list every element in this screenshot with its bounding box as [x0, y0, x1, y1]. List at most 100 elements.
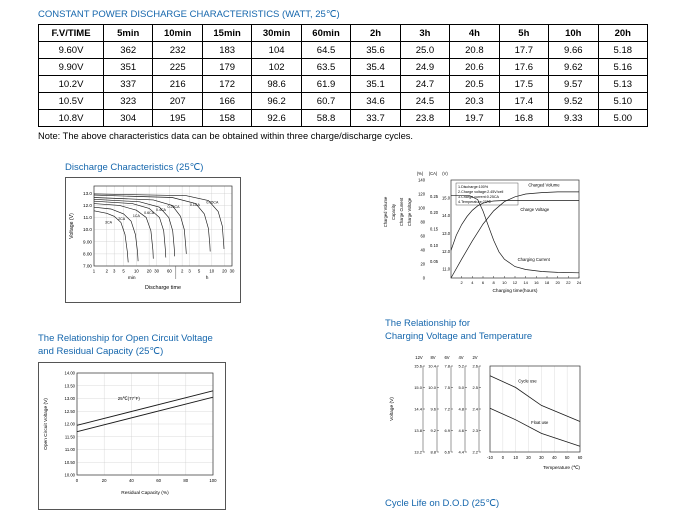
svg-text:8: 8 [493, 280, 496, 285]
table-header-cell: 20h [597, 24, 649, 42]
ocv-title-line2: and Residual Capacity (25℃) [38, 346, 164, 357]
charge-chart-svg: 2 4 6 8 10 12 14 16 18 20 22 24020406080100120140(%… [383, 171, 582, 294]
x-unit-min: min [128, 275, 136, 281]
svg-text:15.6: 15.6 [414, 364, 423, 369]
table-header-cell: F.V/TIME [38, 24, 104, 42]
table-row: 10.2V 337 216 172 98.6 61.9 35.1 24.7 20.5 17.5 9.… [38, 75, 649, 93]
table-cell: 35.6 [350, 41, 401, 59]
table-cell: 232 [152, 41, 203, 59]
svg-text:60: 60 [420, 234, 425, 239]
svg-text:30: 30 [539, 455, 544, 460]
svg-text:80: 80 [420, 220, 425, 225]
table-cell: 64.5 [300, 41, 352, 59]
scale-header: 2V [472, 355, 477, 360]
x-axis-title: Charging time(hours) [492, 288, 537, 294]
x-axis-title: Residual Capacity (%) [121, 490, 169, 496]
table-cell: 9.57 [548, 75, 599, 93]
table-cell: 63.5 [300, 58, 352, 76]
svg-text:140: 140 [418, 178, 426, 183]
legend-box [455, 182, 519, 206]
svg-text:2: 2 [181, 269, 184, 274]
svg-text:120: 120 [418, 192, 426, 197]
axis-title: Charge Voltage [407, 197, 412, 226]
table-header-cell: 10min [152, 24, 203, 42]
svg-text:10.4: 10.4 [428, 364, 437, 369]
axis-title: Charged Volume [383, 196, 388, 227]
table-header-cell: 10h [548, 24, 599, 42]
svg-text:12.00: 12.00 [65, 422, 76, 427]
axis-unit: (%) [417, 171, 424, 176]
table-cell: 179 [201, 58, 253, 76]
x-unit-h: h [206, 275, 209, 281]
svg-text:7.00: 7.00 [83, 264, 92, 269]
svg-text:40: 40 [552, 455, 557, 460]
svg-text:13.8: 13.8 [414, 428, 423, 433]
svg-text:4: 4 [471, 280, 474, 285]
table-cell: 16.8 [498, 109, 550, 127]
cycle-life-title: Cycle Life on D.O.D (25℃) [385, 498, 500, 509]
row-header-cell: 10.2V [38, 75, 104, 93]
svg-text:0: 0 [423, 276, 426, 281]
y-axis-title: Voltage (V) [69, 213, 75, 239]
svg-text:4.6: 4.6 [458, 428, 464, 433]
table-cell: 20.5 [449, 75, 500, 93]
svg-text:3: 3 [113, 269, 116, 274]
svg-text:16: 16 [534, 280, 539, 285]
discharge-characteristics-chart: 1 2 3 5 10 20 30 60 2 3 5 10 20 30 13.0 12.0 11.0 10.0 9.0… [65, 177, 241, 303]
table-cell: 24.7 [399, 75, 451, 93]
svg-text:0.10: 0.10 [430, 243, 439, 248]
curve-label: Charged Volume [528, 182, 560, 187]
svg-text:15.0: 15.0 [442, 195, 451, 200]
svg-text:100: 100 [418, 206, 426, 211]
svg-text:0: 0 [76, 478, 79, 483]
y-axis-title: Voltage (V) [389, 397, 395, 421]
table-cell: 17.6 [498, 58, 550, 76]
table-cell: 158 [201, 109, 253, 127]
svg-text:60: 60 [156, 478, 161, 483]
table-cell: 33.7 [350, 109, 401, 127]
svg-text:0.15: 0.15 [430, 227, 439, 232]
table-row: 9.60V 362 232 183 104 64.5 35.6 25.0 20.8 17.7 9.6… [38, 41, 649, 59]
table-cell: 225 [152, 58, 203, 76]
table-cell: 23.8 [399, 109, 451, 127]
table-row: 9.90V 351 225 179 102 63.5 35.4 24.9 20.6 17.6 9.6… [38, 58, 649, 76]
curve-label: Charge Voltage [520, 207, 550, 212]
svg-text:7.5: 7.5 [444, 385, 450, 390]
y-axis-title: Open Circuit Voltage (V) [43, 398, 49, 450]
svg-text:2.5: 2.5 [472, 385, 478, 390]
svg-text:20: 20 [147, 269, 152, 274]
table-cell: 35.4 [350, 58, 401, 76]
table-cell: 216 [152, 75, 203, 93]
row-header-cell: 9.60V [38, 41, 104, 59]
axis-title: Capacity [391, 203, 396, 220]
svg-text:13.00: 13.00 [65, 396, 76, 401]
svg-text:20: 20 [555, 280, 560, 285]
table-cell: 25.0 [399, 41, 451, 59]
svg-text:10.50: 10.50 [65, 460, 76, 465]
svg-text:80: 80 [183, 478, 188, 483]
svg-text:20: 20 [222, 269, 227, 274]
table-row: 10.5V 323 207 166 96.2 60.7 34.6 24.5 20.3 17.4 9.… [38, 92, 649, 110]
table-header-row: F.V/TIME 5min 10min 15min 30min 60min 2h 3h 4h 5h… [38, 24, 649, 42]
axis-unit: (V) [442, 171, 448, 176]
svg-text:9.00: 9.00 [83, 239, 92, 244]
svg-text:10.0: 10.0 [83, 227, 92, 232]
table-cell: 9.62 [548, 58, 599, 76]
table-cell: 5.00 [597, 109, 649, 127]
svg-text:6.6: 6.6 [444, 450, 450, 455]
svg-text:11.00: 11.00 [65, 447, 76, 452]
table-cell: 337 [102, 75, 154, 93]
table-cell: 183 [201, 41, 253, 59]
curve-label: Charging Current [518, 257, 551, 262]
svg-text:24: 24 [577, 280, 582, 285]
svg-text:2.4: 2.4 [472, 407, 478, 412]
table-header-cell: 5min [102, 24, 154, 42]
charge-temp-chart-svg: 12V 8V 6V 4V 2V 15.6 15.0 14.4 13.8 13.2 10.4 10.0 9… [389, 355, 583, 471]
svg-text:12.50: 12.50 [65, 409, 76, 414]
svg-text:10: 10 [513, 455, 518, 460]
table-cell: 19.7 [449, 109, 500, 127]
discharge-chart-title: Discharge Characteristics (25℃) [65, 162, 204, 173]
svg-text:10.00: 10.00 [65, 473, 76, 478]
table-cell: 5.13 [597, 75, 649, 93]
svg-text:6: 6 [482, 280, 485, 285]
